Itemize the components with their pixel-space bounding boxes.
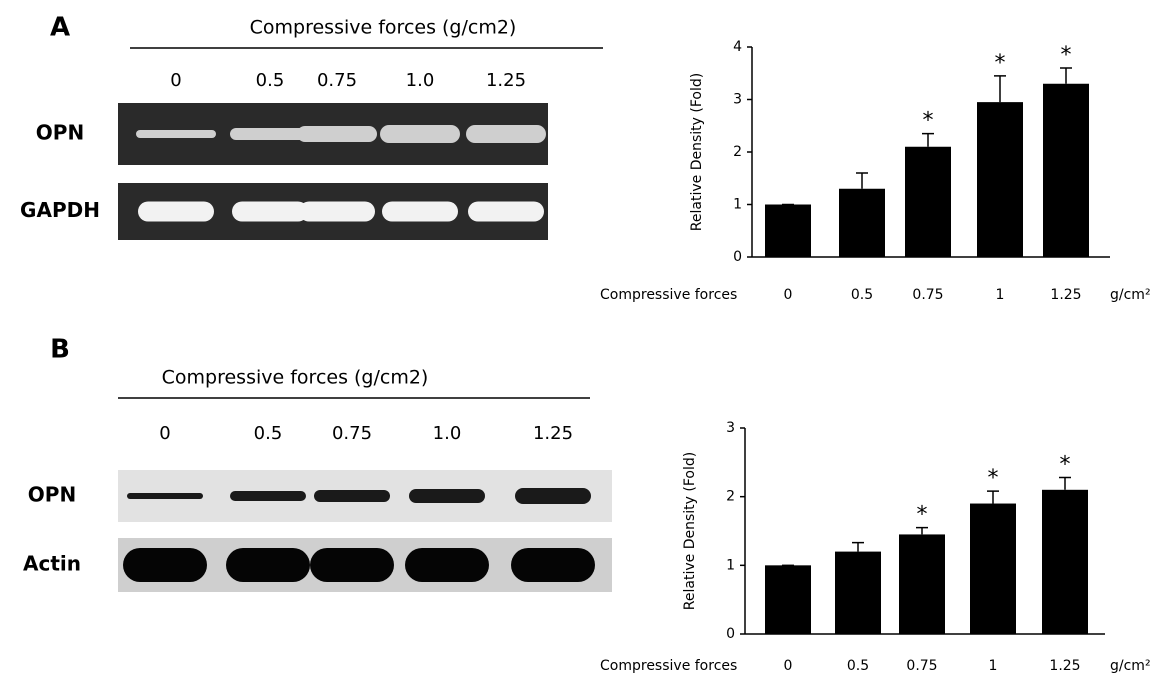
x-tick-label: 1.25 bbox=[1049, 658, 1080, 674]
significance-mark: * bbox=[923, 109, 934, 134]
gel-band bbox=[226, 548, 310, 582]
lane-label: 1.0 bbox=[433, 423, 462, 444]
gel-band bbox=[515, 488, 591, 504]
gel-band bbox=[382, 202, 458, 222]
row-label: GAPDH bbox=[20, 198, 100, 222]
x-axis-label: Compressive forces bbox=[600, 658, 737, 674]
gel-band bbox=[405, 548, 489, 582]
lane-label: 0.75 bbox=[332, 423, 372, 444]
y-tick-label: 2 bbox=[726, 489, 735, 505]
bar bbox=[899, 534, 945, 634]
bar bbox=[970, 504, 1016, 634]
gel-band bbox=[230, 491, 306, 501]
y-tick-label: 3 bbox=[733, 92, 742, 108]
x-tick-label: 0 bbox=[784, 287, 793, 303]
gel-band bbox=[297, 126, 377, 142]
figure: A Compressive forces (g/cm2) 0 0.5 0.75 1.0 1.… bbox=[0, 0, 1155, 681]
lane-label: 1.25 bbox=[533, 423, 573, 444]
gel-band bbox=[136, 130, 216, 138]
panel-label: B bbox=[50, 335, 70, 365]
x-tick-label: 0.5 bbox=[847, 658, 869, 674]
error-bar bbox=[994, 76, 1006, 102]
gel-band bbox=[409, 489, 485, 503]
gel-band bbox=[314, 490, 390, 502]
panel-label: A bbox=[50, 13, 70, 43]
y-tick-label: 2 bbox=[733, 144, 742, 160]
x-tick-label: 0.75 bbox=[912, 287, 943, 303]
gel-band bbox=[466, 125, 546, 143]
gel-band bbox=[127, 493, 203, 499]
significance-mark: * bbox=[988, 466, 999, 491]
x-tick-label: 1.25 bbox=[1050, 287, 1081, 303]
y-axis-label: Relative Density (Fold) bbox=[689, 73, 705, 231]
x-tick-label: 1 bbox=[989, 658, 998, 674]
gel-title: Compressive forces (g/cm2) bbox=[162, 367, 429, 389]
x-tick-label: 0 bbox=[784, 658, 793, 674]
row-label: OPN bbox=[36, 121, 84, 145]
gel-title: Compressive forces (g/cm2) bbox=[250, 17, 517, 39]
lane-label: 0.5 bbox=[256, 70, 285, 91]
bar bbox=[835, 552, 881, 634]
gel-band bbox=[380, 125, 460, 143]
error-bar bbox=[922, 134, 934, 147]
gel-band bbox=[299, 202, 375, 222]
y-tick-label: 1 bbox=[733, 197, 742, 213]
error-bar bbox=[852, 543, 864, 552]
y-axis-label: Relative Density (Fold) bbox=[682, 452, 698, 610]
bar bbox=[977, 102, 1023, 257]
significance-mark: * bbox=[1060, 452, 1071, 477]
y-tick-label: 0 bbox=[733, 249, 742, 265]
lane-label: 1.0 bbox=[406, 70, 435, 91]
x-axis-label: Compressive forces bbox=[600, 287, 737, 303]
x-tick-label: 0.5 bbox=[851, 287, 873, 303]
gel-band bbox=[138, 202, 214, 222]
row-label: OPN bbox=[28, 483, 76, 507]
x-tick-label: 0.75 bbox=[906, 658, 937, 674]
lane-label: 0 bbox=[170, 70, 181, 91]
bar bbox=[905, 147, 951, 257]
bar bbox=[765, 205, 811, 258]
y-tick-label: 4 bbox=[733, 39, 742, 55]
y-tick-label: 3 bbox=[726, 420, 735, 436]
error-bar bbox=[987, 491, 999, 503]
row-label: Actin bbox=[23, 552, 81, 576]
x-unit: g/cm² bbox=[1110, 287, 1151, 303]
lane-label: 1.25 bbox=[486, 70, 526, 91]
x-tick-label: 1 bbox=[996, 287, 1005, 303]
gel-band bbox=[123, 548, 207, 582]
error-bar bbox=[916, 528, 928, 535]
gel-band bbox=[310, 548, 394, 582]
error-bar bbox=[1059, 477, 1071, 489]
y-tick-label: 1 bbox=[726, 557, 735, 573]
x-unit: g/cm² bbox=[1110, 658, 1151, 674]
significance-mark: * bbox=[1061, 43, 1072, 68]
gel-band bbox=[232, 202, 308, 222]
lane-label: 0.75 bbox=[317, 70, 357, 91]
lane-label: 0.5 bbox=[254, 423, 283, 444]
bar bbox=[765, 565, 811, 634]
bar bbox=[1042, 490, 1088, 634]
error-bar bbox=[856, 173, 868, 189]
error-bar bbox=[1060, 68, 1072, 84]
bar bbox=[1043, 84, 1089, 257]
lane-label: 0 bbox=[159, 423, 170, 444]
gel-band bbox=[511, 548, 595, 582]
bar bbox=[839, 189, 885, 257]
gel-band bbox=[468, 202, 544, 222]
significance-mark: * bbox=[995, 51, 1006, 76]
y-tick-label: 0 bbox=[726, 626, 735, 642]
significance-mark: * bbox=[917, 503, 928, 528]
